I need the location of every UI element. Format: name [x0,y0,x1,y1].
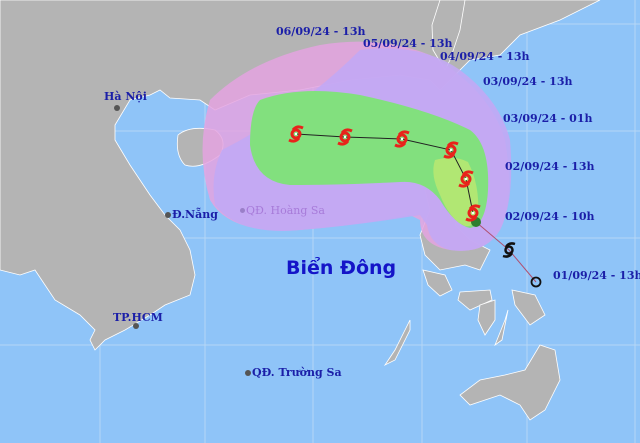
typhoon-forecast-icon [465,204,481,222]
time-label: 02/09/24 - 10h [505,210,595,223]
time-label: 01/09/24 - 13h [553,269,640,282]
city-label-hanoi: Hà Nội [104,90,147,103]
forecast-cone-green [250,91,489,228]
island-label-truong-sa: QĐ. Trường Sa [252,366,342,379]
sea-label: Biển Đông [286,257,397,279]
typhoon-forecast-icon [443,141,459,159]
time-label: 02/09/24 - 13h [505,160,595,173]
risk-zone [202,41,512,251]
island-label-hoang-sa: QĐ. Hoàng Sa [246,204,325,217]
typhoon-forecast-icon [337,128,353,146]
typhoon-forecast-icon [394,130,410,148]
island-marker [240,208,245,213]
time-label: 03/09/24 - 13h [483,75,573,88]
city-marker [114,105,120,111]
typhoon-forecast-icon [288,125,304,143]
typhoon-current-icon [502,242,516,258]
island-marker [245,370,251,376]
city-marker [133,323,139,329]
time-label: 05/09/24 - 13h [363,37,453,50]
typhoon-forecast-icon [458,170,474,188]
city-marker [165,212,171,218]
time-label: 03/09/24 - 01h [503,112,593,125]
city-label-hcm: TP.HCM [113,311,163,324]
storm-track [288,125,542,288]
time-label: 04/09/24 - 13h [440,50,530,63]
past-position-circle-icon [530,276,542,288]
time-label: 06/09/24 - 13h [276,25,366,38]
past-track-line [475,221,537,283]
city-label-danang: Đ.Nẵng [172,208,218,221]
